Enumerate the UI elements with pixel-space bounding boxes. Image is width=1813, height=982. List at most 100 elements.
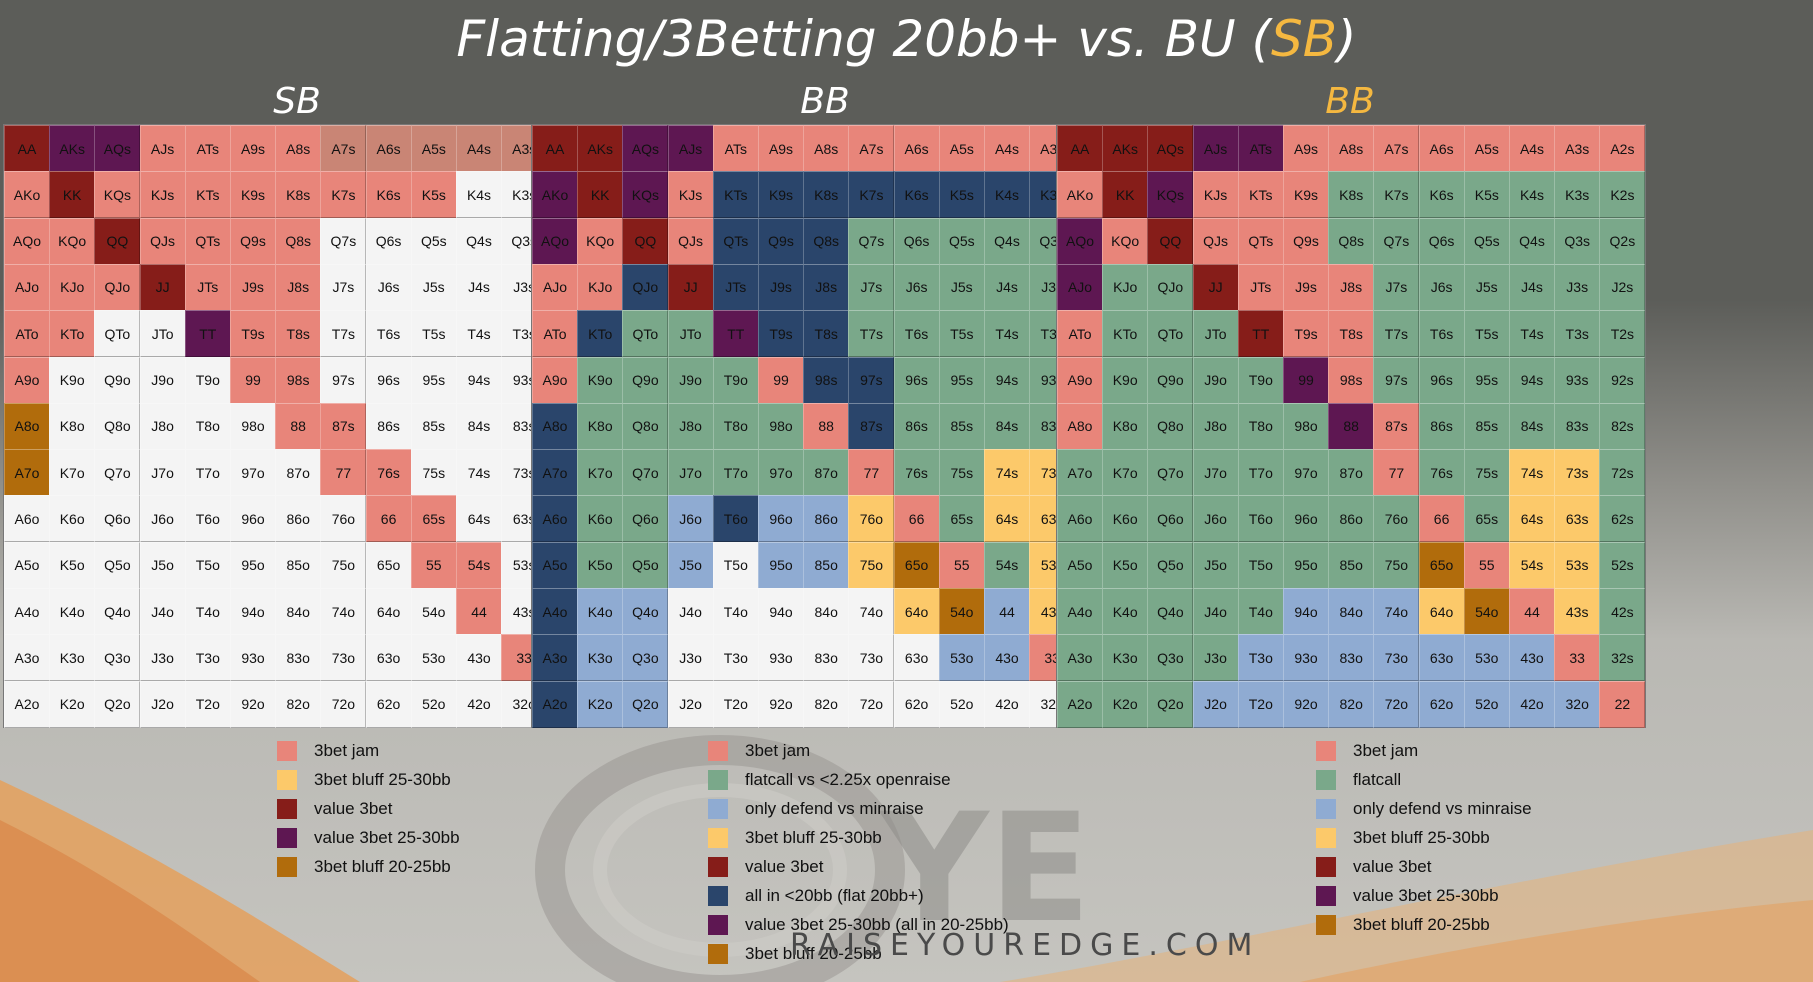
hand-cell: 66	[893, 495, 940, 543]
hand-cell: T7o	[1237, 449, 1284, 497]
hand-cell: 32o	[1554, 680, 1601, 728]
legend-label: value 3bet	[314, 798, 393, 818]
legend-swatch	[708, 943, 728, 964]
hand-cell: 52o	[410, 680, 457, 728]
hand-cell: Q9o	[622, 356, 669, 404]
hand-cell: 96o	[230, 495, 276, 543]
hand-cell: 64o	[365, 588, 412, 635]
hand-cell: T9s	[758, 310, 804, 358]
hand-cell: J7o	[139, 449, 186, 497]
hand-cell: J5o	[1192, 541, 1239, 589]
hand-cell: Q4s	[984, 217, 1030, 265]
chart-title: SB	[273, 81, 321, 122]
hand-cell: A6s	[365, 125, 412, 172]
hand-cell: K4o	[49, 588, 96, 635]
hand-cell: T5s	[938, 310, 985, 358]
hand-cell: A6o	[4, 495, 50, 543]
hand-cell: A6s	[893, 125, 940, 172]
hand-cell: K6o	[49, 495, 96, 543]
hand-cell: K4s	[984, 171, 1030, 219]
hand-cell: A3o	[1057, 634, 1103, 682]
hand-cell: 96o	[758, 495, 804, 543]
hand-cell: K7s	[848, 171, 895, 219]
hand-cell: T5s	[410, 310, 457, 358]
hand-cell: A6o	[1057, 495, 1103, 543]
hand-cell: J8s	[803, 263, 850, 311]
legend-item: value 3bet 25-30bb (all in 20-25bb)	[708, 910, 1009, 939]
hand-cell: A9s	[1283, 125, 1329, 172]
hand-cell: ATs	[184, 125, 231, 172]
legend-swatch	[708, 740, 728, 761]
legend-swatch	[1316, 769, 1336, 790]
hand-cell: K8o	[49, 402, 96, 450]
hand-cell: 85s	[1463, 402, 1510, 450]
hand-cell: KQo	[1102, 217, 1149, 265]
hand-cell: 75o	[320, 541, 367, 589]
hand-cell: T6s	[893, 310, 940, 358]
hand-cell: ATo	[1057, 310, 1103, 358]
hand-cell: KJs	[139, 171, 186, 219]
hand-cell: 76s	[365, 449, 412, 497]
hand-cell: 65o	[365, 541, 412, 589]
hand-cell: J8s	[275, 263, 322, 311]
hand-cell: 76s	[1418, 449, 1465, 497]
hand-cell: K3s	[1554, 171, 1601, 219]
hand-cell: 77	[848, 449, 895, 497]
hand-cell: J7s	[320, 263, 367, 311]
hand-cell: T9s	[230, 310, 276, 358]
hand-cell: A4s	[456, 125, 502, 172]
hand-cell: K7s	[1373, 171, 1420, 219]
hand-cell: 55	[410, 541, 457, 589]
legend-item: flatcall	[1316, 765, 1532, 794]
hand-cell: 77	[320, 449, 367, 497]
hand-cell: 95o	[758, 541, 804, 589]
hand-cell: 86s	[365, 402, 412, 450]
hand-cell: A7s	[320, 125, 367, 172]
legend-swatch	[277, 827, 297, 848]
hand-cell: 82o	[275, 680, 322, 728]
hand-cell: AQs	[622, 125, 669, 172]
legend-swatch	[708, 856, 728, 877]
hand-cell: 76o	[848, 495, 895, 543]
hand-cell: KTs	[712, 171, 759, 219]
hand-cell: 87o	[275, 449, 322, 497]
hand-cell: A2o	[532, 680, 578, 728]
legend-swatch	[277, 740, 297, 761]
hand-cell: K5s	[410, 171, 457, 219]
hand-cell: 94s	[1509, 356, 1555, 404]
hand-cell: 97s	[1373, 356, 1420, 404]
hand-cell: 73s	[1554, 449, 1601, 497]
hand-cell: 93o	[1283, 634, 1329, 682]
chart-title: BB	[800, 81, 850, 122]
legend-swatch	[1316, 827, 1336, 848]
hand-cell: J4s	[456, 263, 502, 311]
hand-cell: AA	[4, 125, 50, 172]
hand-cell: T9s	[1283, 310, 1329, 358]
hand-cell: Q4s	[456, 217, 502, 265]
hand-cell: AJo	[1057, 263, 1103, 311]
hand-cell: K9o	[577, 356, 624, 404]
hand-cell: K6o	[577, 495, 624, 543]
hand-cell: J6o	[1192, 495, 1239, 543]
hand-cell: 55	[1463, 541, 1510, 589]
legend-label: 3bet jam	[745, 740, 811, 760]
hand-cell: K8o	[577, 402, 624, 450]
hand-cell: J9s	[1283, 263, 1329, 311]
hand-cell: 65o	[1418, 541, 1465, 589]
hand-cell: 73o	[848, 634, 895, 682]
hand-cell: QJs	[139, 217, 186, 265]
hand-cell: Q3o	[622, 634, 669, 682]
legend-swatch	[708, 914, 728, 935]
hand-cell: 97o	[230, 449, 276, 497]
hand-cell: 53o	[410, 634, 457, 682]
hand-cell: 66	[1418, 495, 1465, 543]
hand-cell: 84s	[1509, 402, 1555, 450]
hand-cell: 83o	[275, 634, 322, 682]
hand-cell: 97o	[1283, 449, 1329, 497]
hand-cell: K5s	[938, 171, 985, 219]
hand-cell: TT	[184, 310, 231, 358]
hand-cell: K5o	[1102, 541, 1149, 589]
hand-cell: A7o	[1057, 449, 1103, 497]
hand-cell: 97s	[320, 356, 367, 404]
hand-cell: J7s	[1373, 263, 1420, 311]
